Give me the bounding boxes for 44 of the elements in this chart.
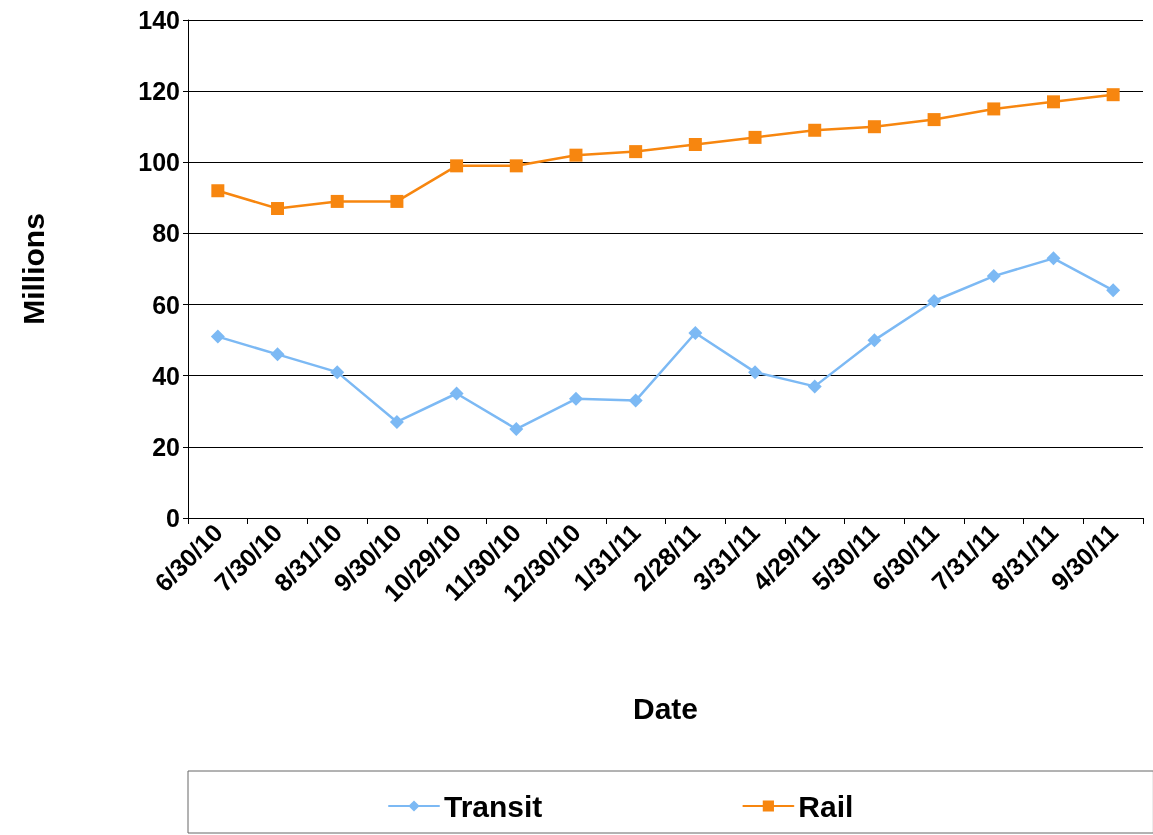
point [688, 326, 703, 341]
point [270, 347, 285, 362]
point [629, 145, 643, 159]
point [1106, 283, 1121, 298]
y-axis-title: Millions [16, 213, 50, 325]
point [1046, 95, 1060, 109]
point [509, 159, 523, 173]
point [927, 113, 941, 127]
point [867, 333, 882, 348]
point [568, 391, 583, 406]
x-axis-title: Date [632, 691, 699, 725]
point [867, 120, 881, 134]
point [927, 294, 942, 309]
y-tick-label: 0 [166, 504, 180, 532]
point [390, 194, 404, 208]
point [449, 386, 464, 401]
point [330, 365, 345, 380]
point [271, 202, 285, 216]
point [628, 393, 643, 408]
point [748, 365, 763, 380]
point [450, 159, 464, 173]
point [569, 148, 583, 162]
point [389, 414, 404, 429]
legend-label: Transit [444, 789, 543, 823]
y-tick-label: 40 [152, 361, 180, 390]
y-tick-label: 20 [152, 432, 180, 461]
y-tick-label: 60 [152, 290, 180, 319]
y-tick-label: 120 [138, 77, 180, 106]
y-tick-label: 80 [152, 219, 180, 248]
point [211, 184, 225, 198]
point [987, 102, 1001, 116]
point [210, 329, 225, 344]
y-tick-label: 140 [138, 6, 180, 34]
point [808, 123, 822, 137]
point [330, 194, 344, 208]
point [807, 379, 822, 394]
point [1046, 251, 1061, 266]
y-tick-label: 100 [138, 148, 180, 177]
point [748, 130, 762, 144]
point [688, 138, 702, 151]
point [509, 422, 524, 437]
legend-label: Rail [798, 789, 854, 823]
point [986, 269, 1001, 284]
point [1106, 88, 1120, 102]
